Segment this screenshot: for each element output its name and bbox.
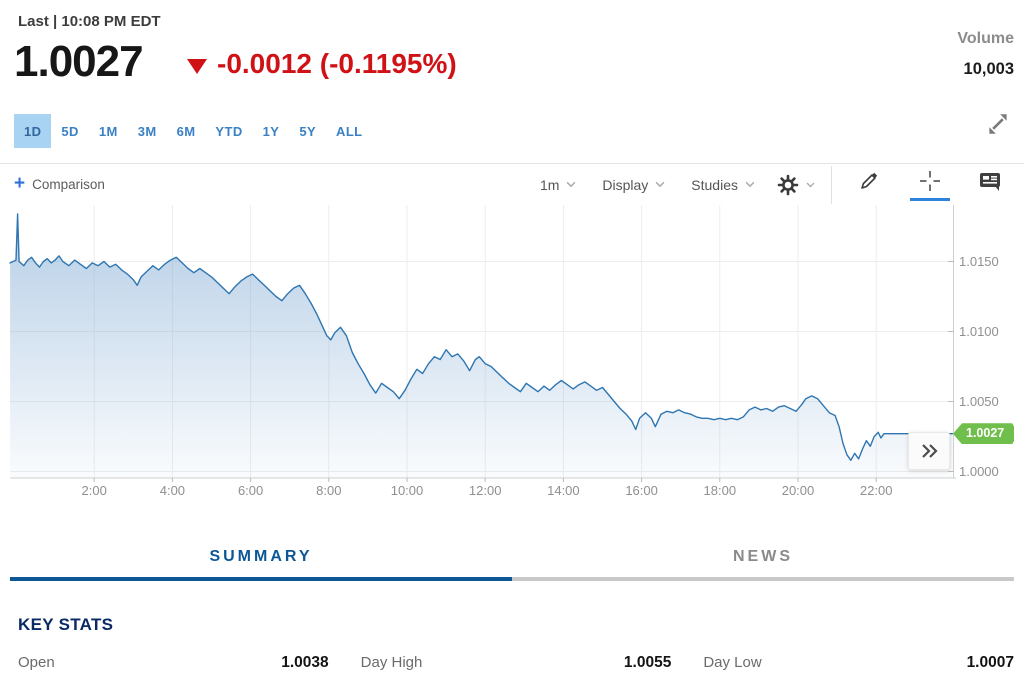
stat-label: Day Low	[703, 654, 762, 671]
x-axis-label: 8:00	[316, 483, 342, 498]
last-price: 1.0027	[14, 37, 144, 86]
interval-dropdown[interactable]: 1m	[540, 177, 576, 193]
news-tool-button[interactable]	[970, 169, 1010, 201]
volume-value: 10,003	[963, 60, 1014, 78]
price-chart[interactable]	[0, 205, 1024, 485]
last-timestamp: Last | 10:08 PM EDT	[18, 13, 161, 30]
chevron-down-icon	[566, 181, 576, 188]
chevron-double-right-icon	[922, 444, 938, 458]
range-tab-ytd[interactable]: YTD	[215, 123, 243, 139]
range-tab-5d[interactable]: 5D	[61, 123, 79, 139]
add-comparison-button[interactable]: + Comparison	[14, 173, 105, 194]
stat-cell: Day High 1.0055	[361, 654, 672, 672]
stat-label: Day High	[360, 654, 423, 671]
studies-label: Studies	[691, 176, 738, 193]
section-tabs: SUMMARY NEWS	[10, 534, 1014, 581]
range-tab-5y[interactable]: 5Y	[299, 123, 317, 139]
chevron-down-icon	[655, 181, 665, 188]
range-tab-6m[interactable]: 6M	[176, 123, 196, 139]
chart-toolbar: + Comparison 1m Display Studies	[0, 163, 1024, 205]
tab-summary[interactable]: SUMMARY	[10, 534, 512, 581]
x-axis-label: 16:00	[625, 483, 658, 498]
display-label: Display	[602, 176, 649, 193]
draw-tool-button[interactable]	[848, 167, 890, 202]
comparison-label: Comparison	[32, 177, 105, 192]
expand-icon	[989, 114, 1007, 134]
range-tab-1d[interactable]: 1D	[14, 114, 52, 148]
stat-cell: Day Low 1.0007	[703, 654, 1014, 672]
display-dropdown[interactable]: Display	[602, 177, 665, 193]
x-axis-label: 2:00	[81, 483, 107, 498]
expand-chart-button[interactable]	[984, 110, 1012, 138]
stat-value: 1.0007	[966, 654, 1014, 671]
range-tab-3m[interactable]: 3M	[137, 123, 157, 139]
chevron-down-icon	[806, 182, 815, 187]
plus-icon: +	[14, 173, 26, 194]
x-axis-label: 4:00	[159, 483, 186, 498]
toolbar-divider	[831, 165, 832, 204]
studies-dropdown[interactable]: Studies	[691, 177, 755, 193]
crosshair-tool-button[interactable]	[910, 168, 950, 201]
price-change: -0.0012 (-0.1195%)	[217, 48, 457, 79]
gear-icon	[777, 174, 799, 195]
crosshair-icon	[920, 171, 940, 191]
news-icon	[980, 172, 1000, 191]
range-tab-1m[interactable]: 1M	[98, 123, 118, 139]
pencil-icon	[861, 172, 878, 189]
key-stats-title: KEY STATS	[18, 615, 114, 634]
chevron-down-icon	[745, 181, 755, 188]
tab-news[interactable]: NEWS	[512, 534, 1014, 581]
collapse-panel-button[interactable]	[908, 432, 950, 470]
x-axis-label: 20:00	[781, 483, 815, 498]
key-stats-row: Open 1.0038 Day High 1.0055 Day Low 1.0007	[18, 654, 1014, 672]
chart-settings-dropdown[interactable]	[777, 174, 815, 196]
x-axis-label: 10:00	[390, 483, 424, 498]
x-axis-label: 18:00	[703, 483, 737, 498]
time-range-tabs: 1D 5D 1M 3M 6M YTD 1Y 5Y ALL	[14, 114, 373, 148]
x-axis-label: 12:00	[468, 483, 502, 498]
x-axis-label: 14:00	[547, 483, 580, 498]
range-tab-all[interactable]: ALL	[336, 123, 363, 139]
x-axis-label: 22:00	[859, 483, 893, 498]
range-tab-1y[interactable]: 1Y	[262, 123, 280, 139]
stat-value: 1.0055	[623, 654, 672, 671]
x-axis-label: 6:00	[237, 483, 264, 498]
interval-value: 1m	[539, 176, 560, 193]
last-price-axis-tag: 1.0027	[953, 423, 1014, 445]
stat-label: Open	[18, 654, 55, 671]
stat-value: 1.0038	[281, 654, 329, 671]
stat-cell: Open 1.0038	[18, 654, 329, 672]
price-down-arrow-icon	[187, 59, 207, 74]
volume-label: Volume	[957, 30, 1014, 47]
